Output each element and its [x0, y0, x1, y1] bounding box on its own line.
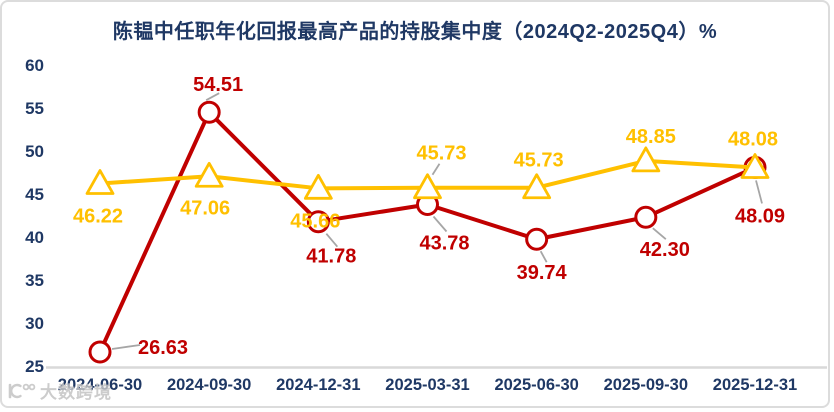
y-axis-tick-label: 55	[25, 99, 44, 118]
gold-series-point-marker	[194, 161, 224, 188]
red-series-point-marker	[525, 227, 549, 251]
red-series-point-marker	[88, 340, 112, 364]
gold-series-point-marker	[303, 173, 333, 200]
gold-series-point-marker	[522, 173, 552, 200]
gold-series-data-label: 45.73	[514, 150, 564, 172]
data-label-leader-line	[755, 180, 763, 204]
y-axis-tick-label: 40	[25, 228, 44, 247]
data-label-leader-line	[111, 344, 141, 350]
red-series-data-label: 26.63	[138, 337, 188, 359]
gold-series-point-marker	[740, 153, 770, 179]
gold-series-data-label: 47.06	[180, 197, 230, 219]
x-axis-tick-label: 2025-06-30	[494, 376, 578, 394]
x-axis-tick-label: 2024-06-30	[58, 376, 142, 394]
y-axis-tick-label: 30	[25, 314, 44, 333]
watermark-text: 大数跨境	[40, 383, 112, 402]
x-axis-tick-label: 2024-12-31	[276, 376, 360, 394]
red-series-point-marker	[197, 100, 221, 124]
gold-series-data-label: 45.73	[416, 143, 466, 165]
data-label-leader-line	[325, 233, 339, 248]
y-axis-tick-label: 35	[25, 271, 44, 290]
gold-series-point-marker	[413, 173, 442, 200]
x-axis-tick-label: 2025-12-31	[713, 376, 797, 394]
line-chart: 25 30 35 40 45 50 55 60 2024-06-30 2024-09-30 2024…	[25, 56, 827, 394]
gold-series-point-marker	[85, 169, 115, 195]
data-label-leader-line	[652, 227, 667, 240]
red-series-data-label: 42.30	[640, 239, 690, 261]
x-axis-tick-label: 2025-03-31	[385, 376, 469, 394]
gold-series-data-label: 45.66	[290, 210, 340, 232]
red-series-point-marker	[306, 210, 330, 234]
data-label-leader-line	[432, 215, 448, 233]
gold-series-data-label: 46.22	[73, 206, 123, 228]
y-axis-tick-label: 45	[25, 185, 44, 204]
gold-series-data-label: 48.08	[728, 129, 778, 151]
red-series-data-label: 54.51	[193, 74, 243, 96]
gold-series-data-label: 48.85	[626, 126, 676, 148]
x-axis-tick-label: 2025-09-30	[604, 376, 688, 394]
gold-series-point-marker	[631, 146, 661, 173]
y-axis-tick-label: 50	[25, 142, 44, 161]
red-series-data-label: 41.78	[306, 246, 356, 268]
data-label-leader-line	[431, 163, 441, 176]
red-series-data-label: 43.78	[419, 232, 469, 254]
watermark-logo-icon	[8, 383, 36, 398]
red-series-data-label: 48.09	[735, 205, 785, 227]
x-axis-tick-label: 2024-09-30	[167, 376, 251, 394]
chart-title: 陈韫中任职年化回报最高产品的持股集中度（2024Q2-2025Q4）%	[112, 21, 718, 43]
y-axis-tick-label: 60	[25, 56, 44, 75]
data-label-leader-line	[539, 250, 548, 263]
red-series-data-label: 39.74	[517, 262, 568, 284]
watermark: 大数跨境	[7, 378, 112, 403]
data-label-leader-line	[205, 92, 220, 102]
y-axis-tick-label: 25	[25, 357, 44, 376]
red-series-point-marker	[634, 205, 658, 229]
